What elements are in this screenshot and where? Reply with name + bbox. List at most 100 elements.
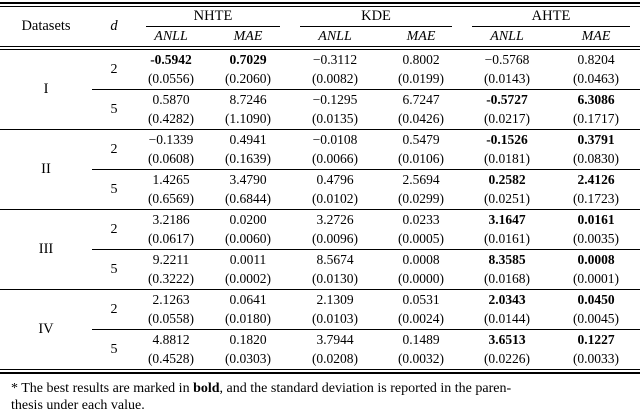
metric-value: 0.0531 <box>402 291 440 307</box>
metric-value: 0.0008 <box>577 251 615 267</box>
metric-value: 6.7247 <box>402 91 440 107</box>
metric-value: 0.0011 <box>229 251 267 267</box>
footnote-text-pre: * The best results are marked in <box>11 381 194 396</box>
std-row: (0.6569) (0.6844) (0.0102) (0.0299) (0.0251)… <box>0 189 640 210</box>
metric-value: 0.7029 <box>229 51 267 67</box>
d-value: 5 <box>92 249 136 290</box>
column-header-kde-anll: ANLL <box>318 28 352 44</box>
metric-value: 9.2211 <box>152 251 190 267</box>
metric-std: (0.0143) <box>462 69 552 90</box>
results-table: Datasets d NHTE KDE AHTE ANLL MAE ANLL M… <box>0 2 640 374</box>
metric-std: (0.0299) <box>380 189 462 210</box>
metric-value: 0.3791 <box>577 131 615 147</box>
metric-std: (0.1717) <box>552 109 640 130</box>
metric-std: (0.0556) <box>136 69 206 90</box>
d-value: 2 <box>92 129 136 170</box>
metric-value: 8.7246 <box>229 91 267 107</box>
rule-line <box>0 46 640 50</box>
metric-value: −0.0108 <box>312 131 358 147</box>
metric-std: (1.1090) <box>206 109 290 130</box>
dataset-label: I <box>0 49 92 130</box>
metric-std: (0.0181) <box>462 149 552 170</box>
metric-std: (0.0035) <box>552 229 640 250</box>
metric-value: 2.5694 <box>402 171 440 187</box>
d-value: 2 <box>92 209 136 250</box>
column-header-d: d <box>110 18 118 34</box>
metric-value: 3.2726 <box>316 211 354 227</box>
metric-std: (0.0005) <box>380 229 462 250</box>
value-row: II 2 −0.1339 0.4941 −0.0108 0.5479 -0.1526 0.37… <box>0 129 640 210</box>
d-value: 2 <box>92 49 136 90</box>
d-value: 5 <box>92 89 136 130</box>
value-row: IV 2 2.1263 0.0641 2.1309 0.0531 2.0343 0.0450 <box>0 289 640 337</box>
column-group-kde: KDE <box>290 7 462 27</box>
metric-std: (0.0608) <box>136 149 206 170</box>
metric-std: (0.0617) <box>136 229 206 250</box>
metric-value: 8.3585 <box>488 251 526 267</box>
metric-std: (0.4282) <box>136 109 206 130</box>
column-group-ahte: AHTE <box>462 7 640 27</box>
metric-std: (0.0066) <box>290 149 380 170</box>
rule-line <box>0 2 640 7</box>
metric-value: −0.1339 <box>148 131 194 147</box>
metric-value: −0.5768 <box>484 51 530 67</box>
std-row: (0.3222) (0.0002) (0.0130) (0.0000) (0.0168)… <box>0 269 640 290</box>
metric-std: (0.0161) <box>462 229 552 250</box>
metric-std: (0.0106) <box>380 149 462 170</box>
metric-std: (0.6844) <box>206 189 290 210</box>
d-value: 5 <box>110 341 118 357</box>
metric-std: (0.0426) <box>380 109 462 130</box>
footnote-bold-word: bold <box>193 381 220 396</box>
dataset-label: III <box>0 209 92 290</box>
metric-std: (0.0830) <box>552 149 640 170</box>
metric-value: 3.1647 <box>488 211 526 227</box>
group-label-ahte: AHTE <box>472 8 630 27</box>
metric-value: 2.0343 <box>488 291 526 307</box>
value-row: I 2 -0.5942 0.7029 −0.3112 0.8002 −0.5768 0.820… <box>0 49 640 130</box>
metric-value: 0.1489 <box>402 331 440 347</box>
top-double-rule <box>0 2 640 7</box>
metric-std: (0.0135) <box>290 109 380 130</box>
metric-std: (0.0002) <box>206 269 290 290</box>
column-header-nhte-mae: MAE <box>233 28 263 44</box>
std-row: (0.4282) (1.1090) (0.0135) (0.0426) (0.0217)… <box>0 109 640 130</box>
table-body: I 2 -0.5942 0.7029 −0.3112 0.8002 −0.5768 0.820… <box>0 49 640 374</box>
metric-value: 0.1227 <box>577 331 615 347</box>
metric-std: (0.0102) <box>290 189 380 210</box>
metric-std: (0.0199) <box>380 69 462 90</box>
metric-std: (0.0024) <box>380 309 462 330</box>
metric-value: 2.1309 <box>316 291 354 307</box>
metric-value: -0.1526 <box>486 131 528 147</box>
value-row: 5 0.5870 8.7246 −0.1295 6.7247 -0.5727 6.3086 <box>0 89 640 130</box>
metric-std: (0.2060) <box>206 69 290 90</box>
value-row: 5 9.2211 0.0011 8.5674 0.0008 8.3585 0.0008 <box>0 249 640 290</box>
metric-value: 0.0233 <box>402 211 440 227</box>
metric-value: 6.3086 <box>577 91 615 107</box>
group-label-nhte: NHTE <box>146 8 280 27</box>
metric-value: 0.0450 <box>577 291 615 307</box>
metric-std: (0.0082) <box>290 69 380 90</box>
metric-value: 2.1263 <box>152 291 190 307</box>
metric-value: -0.5727 <box>486 91 528 107</box>
metric-std: (0.0251) <box>462 189 552 210</box>
metric-std: (0.1723) <box>552 189 640 210</box>
dataset-label: IV <box>38 321 54 337</box>
metric-std: (0.0463) <box>552 69 640 90</box>
metric-std: (0.0000) <box>380 269 462 290</box>
metric-value: 0.0008 <box>402 251 440 267</box>
metric-value: 0.0641 <box>229 291 267 307</box>
metric-std: (0.0060) <box>206 229 290 250</box>
metric-value: 0.4796 <box>316 171 354 187</box>
header-double-rule <box>0 46 640 50</box>
metric-std: (0.0208) <box>311 351 359 367</box>
rule-line <box>0 369 640 374</box>
column-header-ahte-mae: MAE <box>581 28 611 44</box>
metric-std: (0.0180) <box>206 309 290 330</box>
column-header-ahte-anll: ANLL <box>490 28 524 44</box>
metric-std: (0.0033) <box>572 351 620 367</box>
metric-std: (0.0168) <box>462 269 552 290</box>
metric-std: (0.3222) <box>136 269 206 290</box>
metric-std: (0.0217) <box>462 109 552 130</box>
column-group-nhte: NHTE <box>136 7 290 27</box>
